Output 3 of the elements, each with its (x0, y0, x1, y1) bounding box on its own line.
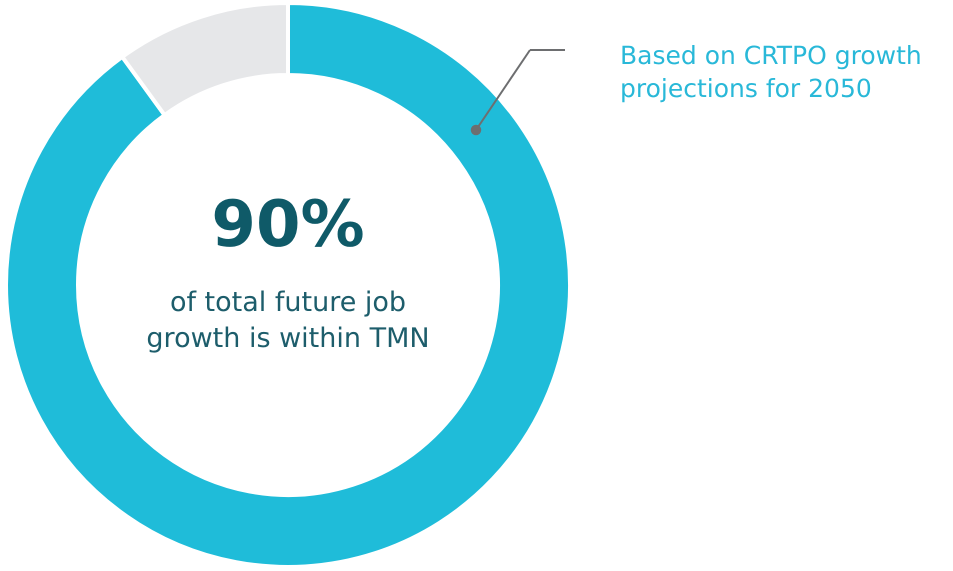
data-label: 90% (211, 188, 365, 262)
text: Based on CRTPO growth projections for 2050 (620, 41, 922, 103)
text: of total future job growth is within TMN (146, 287, 430, 354)
